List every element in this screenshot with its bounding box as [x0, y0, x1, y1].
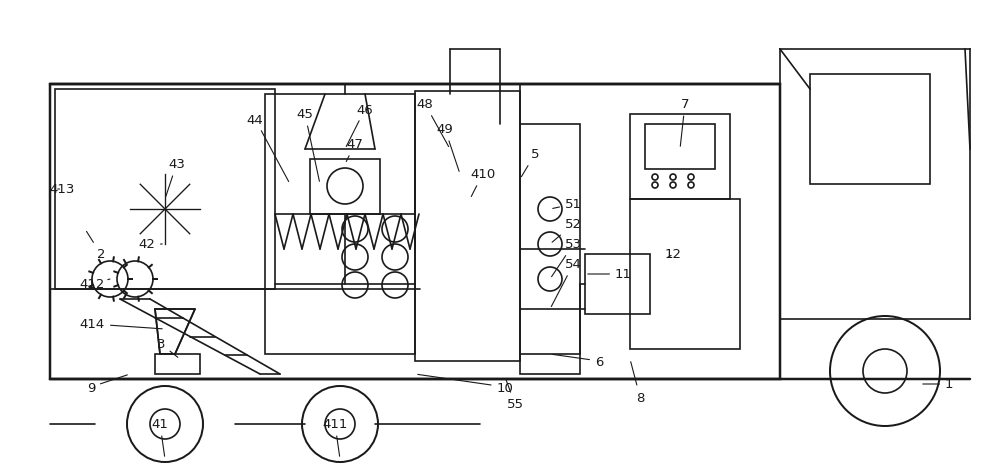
Bar [810, 75, 930, 185]
Text: 12: 12 [665, 248, 682, 261]
Bar [520, 125, 580, 374]
Text: 53: 53 [552, 238, 582, 277]
Text: 44: 44 [247, 113, 289, 182]
Text: 10: 10 [418, 375, 513, 394]
Text: 46: 46 [346, 103, 373, 147]
Bar [630, 200, 740, 349]
Text: 42: 42 [138, 238, 162, 251]
Bar [50, 85, 780, 379]
Text: 45: 45 [297, 108, 319, 182]
Bar [415, 92, 520, 361]
Text: 9: 9 [87, 375, 127, 394]
Text: 41: 41 [152, 418, 168, 456]
Text: 48: 48 [417, 98, 449, 147]
Text: 413: 413 [50, 183, 75, 196]
Bar [265, 95, 415, 354]
Text: 47: 47 [346, 138, 363, 162]
Bar [630, 115, 730, 200]
Text: 52: 52 [552, 218, 582, 243]
Text: 411: 411 [322, 418, 348, 456]
Text: 8: 8 [631, 362, 644, 404]
Bar [55, 90, 275, 289]
Text: 410: 410 [470, 168, 495, 197]
Text: 7: 7 [680, 98, 689, 147]
Bar [585, 255, 650, 314]
Bar [310, 160, 380, 214]
Text: 1: 1 [923, 378, 953, 391]
Text: 3: 3 [156, 338, 178, 357]
Text: 49: 49 [437, 123, 459, 172]
Text: 412: 412 [80, 278, 110, 291]
Text: 51: 51 [553, 198, 582, 211]
Text: 43: 43 [166, 158, 185, 197]
Text: 55: 55 [506, 380, 524, 411]
Text: 414: 414 [80, 318, 162, 331]
Text: 11: 11 [588, 268, 632, 281]
Bar [155, 354, 200, 374]
Bar [645, 125, 715, 169]
Text: 5: 5 [521, 148, 539, 177]
Text: 6: 6 [553, 355, 603, 368]
Text: 54: 54 [551, 258, 582, 307]
Text: 2: 2 [86, 232, 105, 261]
